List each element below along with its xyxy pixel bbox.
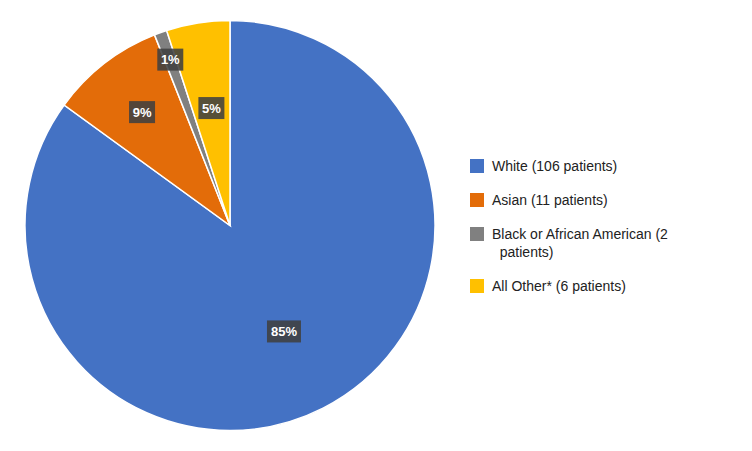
svg-text:1%: 1% <box>161 52 180 67</box>
html-text:All Other* (6 patients): All Other* (6 patients) <box>492 277 626 294</box>
html-text:Black or African American (2 p: Black or African American (2 patients) <box>492 225 668 260</box>
svg-text:85%: 85% <box>271 324 297 339</box>
svg-text:9%: 9% <box>133 105 152 120</box>
svg-text:5%: 5% <box>202 101 221 116</box>
html-text:White (106 patients): White (106 patients) <box>492 157 618 174</box>
html-text:Asian (11 patients): Asian (11 patients) <box>492 191 608 208</box>
